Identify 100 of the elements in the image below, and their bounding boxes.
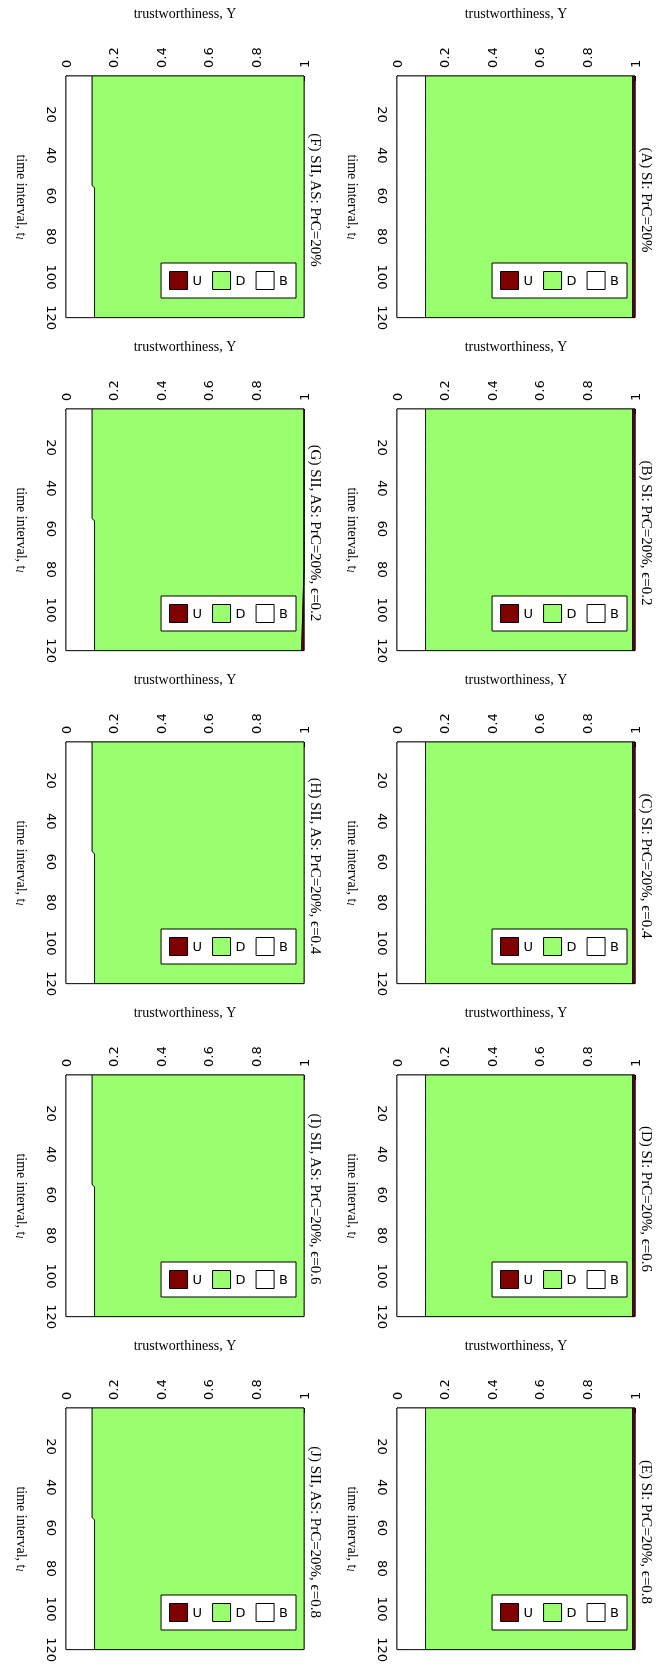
legend-label: D — [566, 273, 577, 288]
legend-label: U — [523, 1605, 534, 1620]
text: (I) SII, AS: PrC=20%, ϵ=0.6 — [307, 1113, 324, 1285]
y-tick-label: 20 — [44, 772, 59, 789]
y-tick-label: 80 — [375, 894, 390, 911]
x-tick-label: 0.2 — [106, 713, 122, 734]
legend-label: D — [566, 939, 577, 954]
x-tick-label: 0.2 — [437, 380, 453, 401]
legend-label: U — [523, 939, 534, 954]
y-tick-label: 100 — [44, 930, 59, 956]
x-tick-label: 0.6 — [532, 713, 548, 734]
x-axis-title: trustworthiness, Υ — [133, 671, 237, 687]
y-tick-label: 120 — [375, 305, 390, 331]
x-tick-label: 0.6 — [532, 47, 548, 68]
x-tick-label: 1 — [627, 1391, 643, 1400]
text: (G) SII, AS: PrC=20%, ϵ=0.2 — [307, 444, 324, 622]
y-tick-label: 120 — [375, 971, 390, 997]
x-tick-label: 0.4 — [153, 713, 169, 734]
legend-label: D — [235, 1605, 246, 1620]
legend-label: U — [192, 273, 203, 288]
y-axis-title: time interval, tl — [13, 154, 29, 240]
x-tick-label: 0 — [58, 725, 74, 734]
x-axis-title: trustworthiness, Υ — [464, 5, 568, 21]
y-tick-label: 60 — [375, 1519, 390, 1537]
x-tick-label: 0.2 — [106, 380, 122, 401]
y-tick-label: 100 — [44, 1596, 59, 1622]
y-tick-label: 80 — [44, 894, 59, 911]
y-axis-title: time interval, tl — [344, 1486, 360, 1572]
x-tick-label: 0.2 — [106, 1379, 122, 1400]
y-tick-label: 120 — [44, 305, 59, 331]
x-tick-label: 0.2 — [437, 1379, 453, 1400]
y-tick-label: 120 — [44, 971, 59, 997]
x-axis-title: trustworthiness, Υ — [464, 1004, 568, 1020]
x-tick-label: 0.4 — [484, 1046, 500, 1067]
x-tick-label: 1 — [296, 1391, 312, 1400]
text: (A) SI: PrC=20% — [638, 147, 655, 253]
legend-label: B — [610, 939, 619, 954]
x-tick-label: 1 — [627, 725, 643, 734]
x-tick-label: 0 — [389, 1391, 405, 1400]
y-tick-label: 60 — [44, 1186, 59, 1204]
y-tick-label: 100 — [375, 597, 390, 623]
y-tick-label: 40 — [375, 1145, 390, 1163]
x-tick-label: 0.4 — [153, 380, 169, 401]
y-tick-label: 120 — [44, 1304, 59, 1330]
x-axis-title: trustworthiness, Υ — [464, 338, 568, 354]
legend-label: D — [566, 1272, 577, 1287]
y-tick-label: 40 — [375, 1478, 390, 1496]
y-tick-label: 60 — [44, 187, 59, 205]
y-tick-label: 40 — [44, 479, 59, 497]
x-tick-label: 0.6 — [201, 1379, 217, 1400]
x-tick-label: 0.6 — [201, 1046, 217, 1067]
legend-label: B — [610, 273, 619, 288]
x-tick-label: 0.8 — [248, 1379, 264, 1400]
x-tick-label: 0.8 — [579, 380, 595, 401]
x-tick-label: 0.6 — [201, 47, 217, 68]
y-axis-title: time interval, tl — [344, 1153, 360, 1239]
y-tick-label: 120 — [375, 1637, 390, 1663]
y-tick-label: 20 — [375, 772, 390, 789]
y-tick-label: 100 — [375, 1263, 390, 1289]
x-tick-label: 0 — [389, 392, 405, 401]
x-axis-title: trustworthiness, Υ — [464, 1337, 568, 1353]
legend-label: D — [235, 273, 246, 288]
y-tick-label: 60 — [44, 853, 59, 871]
x-axis-title: trustworthiness, Υ — [133, 1337, 237, 1353]
y-tick-label: 80 — [375, 228, 390, 245]
y-axis-title: time interval, tl — [344, 154, 360, 240]
x-tick-label: 0.4 — [484, 1379, 500, 1400]
x-tick-label: 0.8 — [248, 1046, 264, 1067]
y-tick-label: 120 — [375, 638, 390, 664]
x-tick-label: 1 — [296, 392, 312, 401]
y-tick-label: 100 — [44, 264, 59, 290]
x-tick-label: 0.2 — [106, 1046, 122, 1067]
legend-label: B — [610, 1272, 619, 1287]
x-tick-label: 0.4 — [484, 47, 500, 68]
y-tick-label: 20 — [44, 439, 59, 456]
y-tick-label: 20 — [44, 106, 59, 123]
y-axis-title: time interval, tl — [344, 487, 360, 573]
legend-label: B — [610, 1605, 619, 1620]
text: (J) SII, AS: PrC=20%, ϵ=0.8 — [307, 1446, 324, 1618]
legend-label: B — [279, 939, 288, 954]
y-tick-label: 60 — [44, 1519, 59, 1537]
text: (D) SI: PrC=20%, ϵ=0.6 — [638, 1126, 655, 1273]
y-tick-label: 60 — [375, 1186, 390, 1204]
y-tick-label: 40 — [375, 146, 390, 164]
y-axis-title: time interval, tl — [13, 1486, 29, 1572]
legend-label: B — [279, 1272, 288, 1287]
y-tick-label: 120 — [375, 1304, 390, 1330]
x-tick-label: 1 — [627, 1058, 643, 1067]
x-tick-label: 1 — [627, 59, 643, 68]
legend-label: D — [235, 939, 246, 954]
legend-label: U — [192, 1605, 203, 1620]
y-tick-label: 80 — [375, 561, 390, 578]
y-axis-title: time interval, tl — [13, 820, 29, 906]
legend-label: D — [235, 606, 246, 621]
legend-label: U — [523, 273, 534, 288]
legend-label: U — [523, 606, 534, 621]
x-tick-label: 0 — [58, 1391, 74, 1400]
y-tick-label: 40 — [44, 146, 59, 164]
y-tick-label: 100 — [375, 1596, 390, 1622]
y-tick-label: 80 — [44, 1560, 59, 1577]
